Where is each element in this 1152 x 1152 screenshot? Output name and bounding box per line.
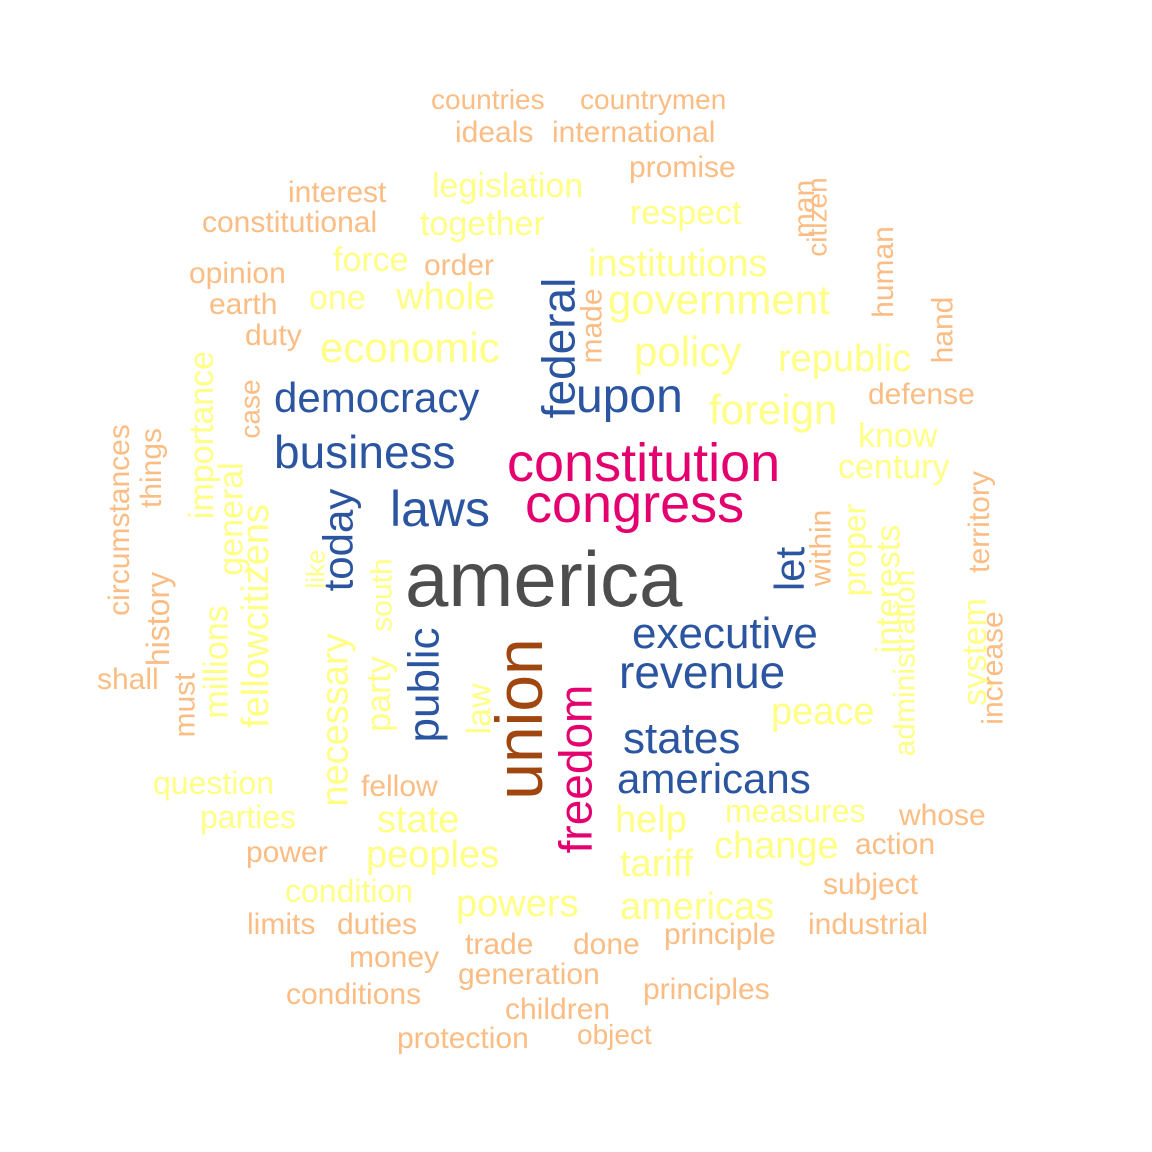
word-public: public xyxy=(399,627,449,743)
word-within: within xyxy=(804,509,838,587)
word-government: government xyxy=(608,276,830,323)
word-foreign: foreign xyxy=(709,386,838,433)
word-peoples: peoples xyxy=(366,834,500,876)
word-increase: increase xyxy=(976,611,1010,725)
word-countrymen: countrymen xyxy=(580,84,727,115)
word-revenue: revenue xyxy=(619,646,786,698)
word-action: action xyxy=(855,828,936,861)
word-parties: parties xyxy=(200,799,297,835)
word-things: things xyxy=(135,427,169,509)
word-republic: republic xyxy=(778,338,912,380)
word-america: america xyxy=(405,535,683,623)
word-trade: trade xyxy=(465,928,534,961)
word-business: business xyxy=(274,426,456,478)
word-principle: principle xyxy=(664,918,776,951)
word-fellowcitizens: fellowcitizens xyxy=(234,504,277,728)
word-americans: americans xyxy=(617,755,811,802)
word-protection: protection xyxy=(397,1022,529,1055)
word-help: help xyxy=(615,799,687,841)
word-fellow: fellow xyxy=(361,770,438,803)
word-constitutional: constitutional xyxy=(202,206,378,239)
word-economic: economic xyxy=(320,324,500,371)
word-children: children xyxy=(505,993,611,1026)
word-done: done xyxy=(573,928,640,961)
word-circumstances: circumstances xyxy=(102,424,136,616)
word-duties: duties xyxy=(337,908,418,941)
word-interest: interest xyxy=(288,176,387,209)
word-territory: territory xyxy=(962,471,996,573)
word-order: order xyxy=(424,249,495,282)
word-one: one xyxy=(309,279,366,317)
word-shall: shall xyxy=(97,663,159,696)
word-measures: measures xyxy=(725,793,866,829)
word-executive: executive xyxy=(632,609,818,658)
word-law: law xyxy=(460,683,499,735)
word-force: force xyxy=(333,241,409,279)
word-made: made xyxy=(575,288,609,364)
word-object: object xyxy=(577,1019,652,1050)
word-subject: subject xyxy=(823,868,919,901)
word-countries: countries xyxy=(431,84,545,115)
word-administration: administration xyxy=(888,569,922,757)
word-congress: congress xyxy=(525,474,745,534)
word-must: must xyxy=(168,672,202,738)
word-ideals: ideals xyxy=(455,116,534,149)
word-state: state xyxy=(377,799,460,841)
word-millions: millions xyxy=(197,605,236,719)
word-institutions: institutions xyxy=(588,243,768,285)
word-states: states xyxy=(623,714,741,763)
word-democracy: democracy xyxy=(274,374,480,421)
word-constitution: constitution xyxy=(507,433,781,493)
word-laws: laws xyxy=(390,481,491,537)
word-earth: earth xyxy=(209,288,278,321)
word-principles: principles xyxy=(643,973,770,1006)
word-opinion: opinion xyxy=(189,257,286,290)
word-together: together xyxy=(420,205,545,243)
word-power: power xyxy=(246,836,328,869)
word-duty: duty xyxy=(245,319,302,352)
word-case: case xyxy=(234,379,266,439)
word-proper: proper xyxy=(836,503,873,597)
word-south: south xyxy=(365,558,399,632)
word-americas: americas xyxy=(620,886,775,928)
word-tariff: tariff xyxy=(620,843,694,885)
word-hand: hand xyxy=(926,296,960,364)
word-industrial: industrial xyxy=(808,908,929,941)
word-limits: limits xyxy=(247,908,316,941)
word-promise: promise xyxy=(629,151,736,184)
word-peace: peace xyxy=(771,691,875,733)
word-freedom: freedom xyxy=(549,684,602,854)
word-question: question xyxy=(153,765,274,801)
word-money: money xyxy=(349,941,440,974)
word-generation: generation xyxy=(458,958,600,991)
word-condition: condition xyxy=(285,873,414,909)
word-conditions: conditions xyxy=(286,978,422,1011)
word-history: history xyxy=(140,571,177,667)
word-human: human xyxy=(866,226,900,318)
word-defense: defense xyxy=(868,378,975,411)
word-international: international xyxy=(552,116,716,149)
word-whole: whole xyxy=(396,276,496,318)
word-know: know xyxy=(858,417,938,455)
word-upon: upon xyxy=(576,370,683,423)
word-like: like xyxy=(300,549,331,589)
word-powers: powers xyxy=(456,883,579,925)
word-century: century xyxy=(838,448,950,486)
word-change: change xyxy=(714,825,839,867)
word-necessary: necessary xyxy=(314,633,357,807)
word-respect: respect xyxy=(630,194,742,232)
word-party: party xyxy=(359,656,398,732)
word-policy: policy xyxy=(634,328,742,375)
word-federal: federal xyxy=(532,277,585,419)
word-citizen: citizen xyxy=(801,177,833,257)
word-legislation: legislation xyxy=(432,167,584,205)
word-whose: whose xyxy=(899,799,986,832)
